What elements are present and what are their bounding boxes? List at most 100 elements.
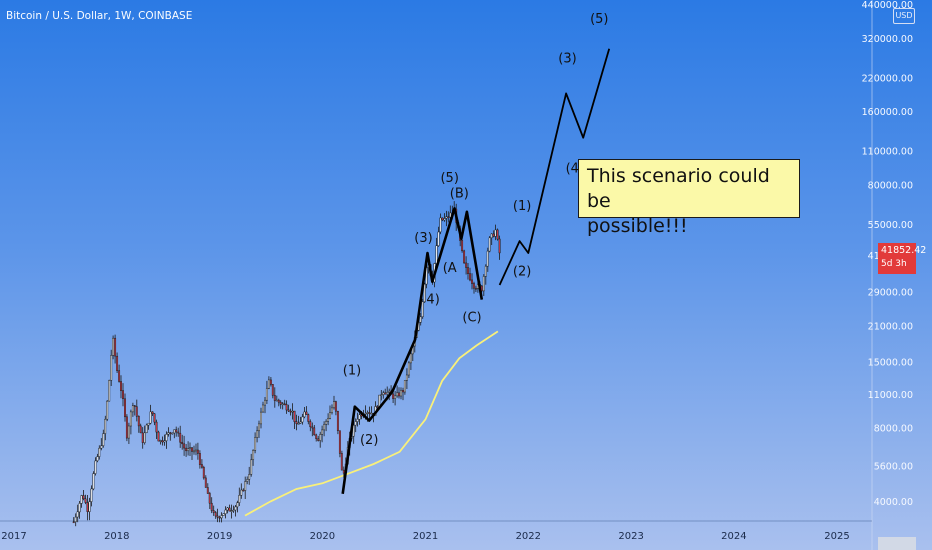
wave-label: (B) [450, 187, 469, 202]
candle [236, 500, 239, 513]
last-price-value: 41852.42 [881, 245, 927, 256]
candle-body-down [309, 421, 312, 428]
time-to-close: 5d 3h [881, 259, 907, 269]
candle-body-up [303, 411, 306, 418]
candle-body-down [204, 477, 207, 488]
candle-body-down [496, 229, 499, 240]
candle [224, 506, 227, 519]
candle-body-down [384, 392, 387, 395]
callout-line-2: possible!!! [587, 215, 688, 237]
candle [228, 504, 231, 512]
candle [116, 352, 119, 373]
candle [222, 513, 225, 516]
candle-body-up [220, 515, 223, 519]
candle [437, 226, 440, 247]
y-tick-label: 110000.00 [862, 147, 913, 158]
y-tick-label: 8000.00 [874, 424, 913, 435]
candle-body-up [323, 424, 326, 431]
candle-body-up [419, 316, 422, 323]
candle [86, 495, 89, 521]
candle [127, 422, 130, 444]
candle-body-up [435, 245, 438, 264]
candle [189, 442, 191, 456]
candle-body-down [196, 449, 199, 454]
candle-body-down [279, 401, 282, 405]
x-axis-labels: 2017 2018 2019 2020 2021 2022 2023 2024 2025 [1, 531, 849, 542]
candle-body-up [234, 506, 237, 511]
candle [181, 434, 184, 450]
candle-body-up [110, 355, 113, 381]
candle [392, 391, 395, 403]
candle [202, 465, 205, 480]
candle-body-up [394, 395, 397, 399]
candle-body-up [329, 412, 331, 419]
candle [338, 430, 341, 458]
candle [329, 405, 331, 420]
candle [287, 404, 290, 412]
candle-body-up [222, 513, 225, 516]
candle-body-up [90, 488, 93, 502]
candle-body-up [173, 429, 176, 434]
candle [242, 488, 245, 492]
candle-body-down [206, 487, 209, 494]
wave-label: (C) [462, 310, 481, 325]
candle-body-up [319, 434, 322, 441]
candle-body-down [208, 493, 211, 504]
candle [252, 449, 255, 466]
candle [171, 432, 174, 435]
candle [258, 420, 260, 438]
moving-average-line [244, 330, 499, 517]
candle [494, 224, 497, 241]
candle-body-down [277, 399, 280, 403]
candle [262, 401, 264, 413]
candle-body-down [114, 337, 117, 357]
candle-body-up [129, 411, 132, 427]
candle-body-down [463, 250, 466, 264]
candle [210, 497, 213, 514]
chart-settings-button[interactable] [878, 537, 916, 550]
candle-body-down [210, 502, 213, 511]
candle [74, 513, 77, 527]
wave-label: 4) [426, 293, 439, 308]
candle-body-up [189, 447, 191, 449]
candle-body-down [315, 434, 318, 439]
candle [273, 387, 276, 408]
currency-badge[interactable]: USD [893, 8, 915, 24]
candle [185, 444, 188, 457]
candle [354, 418, 357, 433]
candle-body-up [301, 416, 304, 423]
candle-body-up [281, 403, 284, 406]
candle [161, 436, 164, 446]
candle-body-up [131, 405, 134, 413]
candle [313, 425, 316, 436]
wave-label: (3) [414, 231, 432, 246]
wave-label: (2) [360, 433, 378, 448]
candle [492, 230, 495, 238]
candle-body-down [471, 279, 473, 284]
candle [327, 413, 329, 426]
candle-body-down [122, 390, 124, 399]
candle [118, 364, 121, 383]
candle-body-down [498, 238, 501, 254]
candle [267, 376, 270, 390]
candle [488, 236, 491, 253]
candle-body-down [133, 405, 136, 407]
candle [496, 228, 499, 241]
candle [125, 414, 128, 442]
candle-body-up [321, 429, 324, 435]
candle-body-up [482, 276, 485, 292]
wave-label: (1) [513, 199, 531, 214]
scenario-callout: This scenario could be possible!!! [578, 159, 800, 237]
x-tick-label: 2018 [104, 531, 129, 542]
candle-body-down [317, 438, 320, 441]
candle [325, 419, 328, 432]
candle [303, 407, 306, 419]
wave-label: (3) [558, 51, 576, 66]
candle-body-down [198, 453, 201, 465]
candle-body-up [92, 473, 95, 490]
candle-body-up [96, 456, 99, 462]
candle-body-up [163, 440, 166, 443]
candle [474, 285, 477, 292]
candlestick-layer [72, 201, 501, 527]
